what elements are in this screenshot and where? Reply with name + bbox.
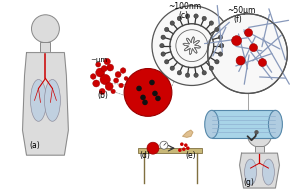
Circle shape bbox=[120, 68, 126, 73]
Ellipse shape bbox=[31, 80, 47, 121]
Text: (e): (e) bbox=[186, 151, 196, 160]
Circle shape bbox=[160, 43, 164, 48]
Circle shape bbox=[105, 82, 113, 91]
Circle shape bbox=[194, 14, 198, 18]
Circle shape bbox=[91, 74, 96, 79]
Circle shape bbox=[202, 16, 206, 21]
Circle shape bbox=[149, 80, 155, 85]
Circle shape bbox=[119, 83, 123, 88]
Circle shape bbox=[155, 96, 161, 101]
Ellipse shape bbox=[269, 110, 282, 138]
Circle shape bbox=[136, 86, 142, 91]
Circle shape bbox=[177, 71, 182, 75]
Circle shape bbox=[258, 59, 267, 67]
Bar bbox=[255, 146, 265, 154]
Circle shape bbox=[161, 35, 165, 40]
Circle shape bbox=[170, 21, 174, 25]
Circle shape bbox=[161, 52, 165, 56]
Circle shape bbox=[111, 89, 115, 94]
Circle shape bbox=[31, 15, 59, 43]
Circle shape bbox=[194, 73, 198, 77]
Circle shape bbox=[215, 27, 219, 32]
Circle shape bbox=[178, 148, 182, 152]
Circle shape bbox=[142, 100, 148, 105]
Circle shape bbox=[218, 35, 223, 40]
Circle shape bbox=[152, 6, 232, 85]
Bar bbox=[212, 110, 275, 138]
Circle shape bbox=[250, 44, 258, 52]
Circle shape bbox=[104, 58, 110, 65]
Circle shape bbox=[184, 143, 188, 147]
Circle shape bbox=[152, 91, 158, 96]
Polygon shape bbox=[22, 53, 68, 155]
Circle shape bbox=[96, 68, 105, 77]
Circle shape bbox=[164, 60, 169, 64]
Text: (d): (d) bbox=[139, 151, 150, 160]
Circle shape bbox=[208, 14, 288, 93]
Ellipse shape bbox=[244, 159, 256, 185]
Circle shape bbox=[147, 142, 159, 154]
Circle shape bbox=[180, 142, 184, 146]
Bar bbox=[40, 42, 50, 54]
Polygon shape bbox=[239, 153, 279, 188]
Circle shape bbox=[99, 88, 105, 94]
Text: (a): (a) bbox=[29, 141, 40, 150]
Circle shape bbox=[185, 14, 190, 18]
Circle shape bbox=[244, 29, 253, 37]
Bar bbox=[138, 148, 202, 153]
Text: ~100nm: ~100nm bbox=[168, 2, 201, 11]
Circle shape bbox=[93, 80, 100, 87]
Circle shape bbox=[248, 123, 272, 147]
Circle shape bbox=[107, 64, 114, 71]
Ellipse shape bbox=[205, 110, 219, 138]
Circle shape bbox=[209, 21, 214, 25]
Text: (g): (g) bbox=[244, 178, 254, 187]
Circle shape bbox=[124, 69, 172, 116]
Circle shape bbox=[96, 62, 101, 67]
Circle shape bbox=[215, 60, 219, 64]
Text: (b): (b) bbox=[97, 91, 108, 100]
Circle shape bbox=[101, 66, 107, 71]
Text: (f): (f) bbox=[234, 15, 242, 24]
Circle shape bbox=[182, 147, 186, 151]
Circle shape bbox=[160, 141, 168, 149]
Circle shape bbox=[100, 74, 110, 85]
Circle shape bbox=[185, 73, 190, 77]
Circle shape bbox=[170, 66, 174, 70]
Polygon shape bbox=[183, 130, 193, 137]
Circle shape bbox=[236, 56, 245, 65]
Text: (c): (c) bbox=[179, 11, 189, 20]
Text: ~50μm: ~50μm bbox=[228, 6, 256, 15]
Circle shape bbox=[219, 43, 224, 48]
Ellipse shape bbox=[262, 159, 274, 185]
Circle shape bbox=[164, 27, 169, 32]
Circle shape bbox=[115, 71, 121, 77]
Circle shape bbox=[140, 95, 146, 100]
Circle shape bbox=[218, 52, 223, 56]
Circle shape bbox=[202, 71, 206, 75]
Circle shape bbox=[177, 16, 182, 21]
Text: ~μm: ~μm bbox=[90, 57, 107, 63]
Circle shape bbox=[254, 130, 259, 134]
Circle shape bbox=[232, 36, 242, 46]
Ellipse shape bbox=[45, 80, 60, 121]
Circle shape bbox=[209, 66, 214, 70]
Circle shape bbox=[186, 146, 190, 150]
Circle shape bbox=[124, 77, 128, 81]
Circle shape bbox=[114, 78, 119, 83]
